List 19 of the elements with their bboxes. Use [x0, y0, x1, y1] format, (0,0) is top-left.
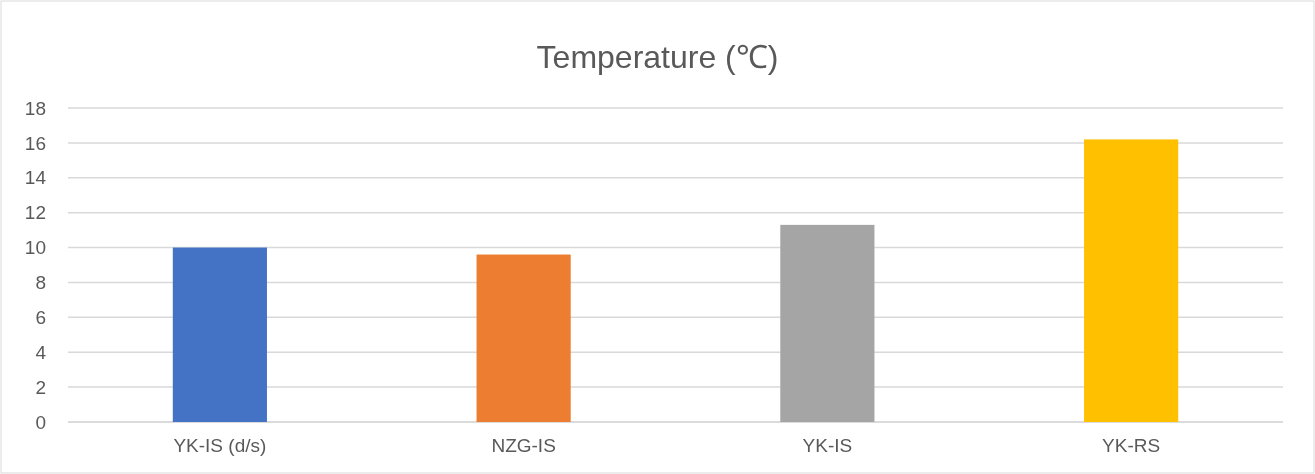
bar — [1084, 139, 1179, 422]
y-tick-label: 6 — [35, 306, 46, 328]
x-tick-label: YK-IS (d/s) — [173, 435, 267, 456]
y-tick-label: 8 — [35, 272, 46, 294]
bar — [780, 224, 875, 422]
bar — [172, 247, 267, 422]
y-tick-label: 4 — [35, 341, 47, 363]
x-tick-label: YK-IS — [802, 435, 853, 456]
y-tick-label: 10 — [24, 237, 46, 259]
y-tick-label: 0 — [35, 411, 46, 433]
y-tick-label: 2 — [35, 376, 46, 398]
x-tick-label: NZG-IS — [491, 435, 556, 456]
chart-title: Temperature (℃) — [536, 39, 779, 75]
bar — [476, 254, 571, 422]
y-tick-label: 14 — [24, 167, 47, 189]
y-tick-label: 18 — [24, 97, 46, 119]
y-tick-label: 12 — [24, 202, 46, 224]
y-tick-label: 16 — [24, 132, 46, 154]
x-tick-label: YK-RS — [1102, 435, 1161, 456]
